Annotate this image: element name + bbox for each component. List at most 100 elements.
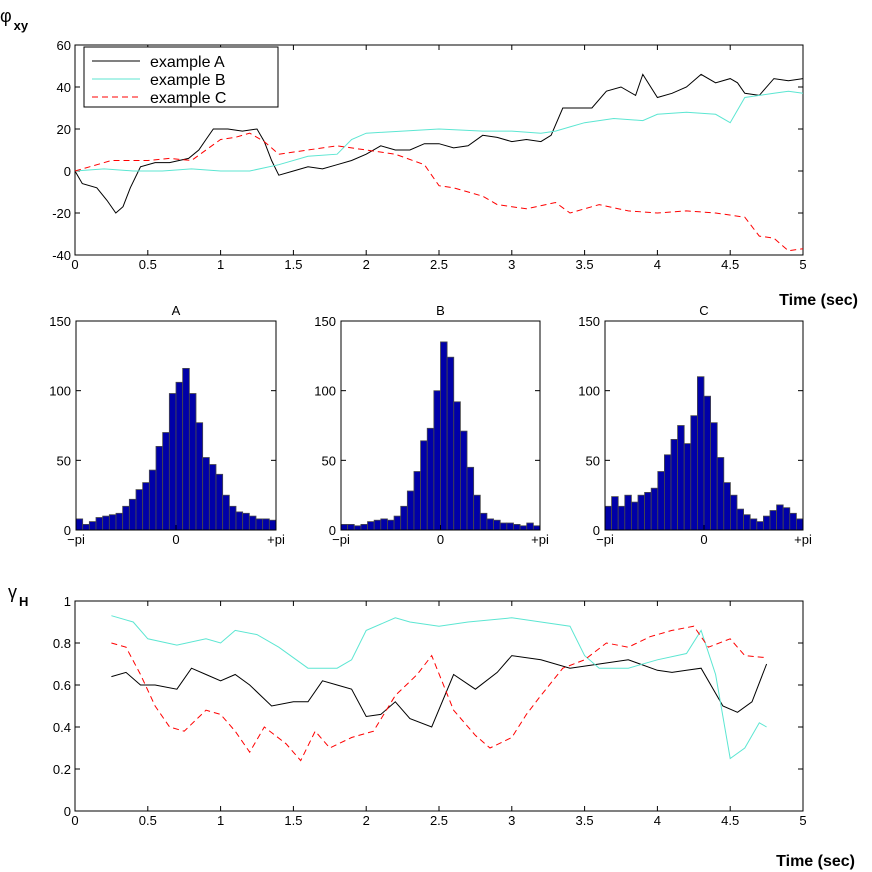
histogram-bar xyxy=(519,525,528,531)
histogram-bar xyxy=(115,512,124,531)
histogram-bar xyxy=(426,427,435,531)
histogram-bar xyxy=(473,494,481,531)
histogram-bar xyxy=(459,430,468,531)
histogram-ytick-label: 0 xyxy=(64,523,71,538)
histogram-bar xyxy=(683,443,692,531)
bottom-xtick-label: 2 xyxy=(363,813,370,828)
histogram-bar xyxy=(697,376,705,531)
histogram-xtick-label: −pi xyxy=(67,532,85,547)
histogram-bar xyxy=(262,518,270,531)
histogram-bar xyxy=(413,471,422,531)
histogram-bar xyxy=(506,522,514,531)
histogram-bar xyxy=(228,505,237,531)
histogram-bar xyxy=(387,519,395,531)
histogram-bar xyxy=(782,507,791,531)
histogram-bar xyxy=(406,490,415,531)
histogram-bar xyxy=(347,524,355,531)
histogram-xtick-label: −pi xyxy=(332,532,350,547)
histogram-bar xyxy=(446,356,455,531)
histogram-bar xyxy=(168,393,177,531)
histogram-bar xyxy=(353,525,362,531)
top-xtick-label: 1.5 xyxy=(284,257,302,272)
bottom-ylabel-subscript: H xyxy=(19,594,28,609)
histogram-bar xyxy=(631,501,639,531)
histogram-bar xyxy=(532,525,541,531)
top-ytick-label: -40 xyxy=(52,248,71,263)
bottom-xtick-label: 4 xyxy=(654,813,661,828)
histogram-bar xyxy=(122,505,130,531)
bottom-xlabel: Time (sec) xyxy=(776,853,855,870)
histogram-bar xyxy=(255,518,264,531)
histogram-bar xyxy=(796,518,804,531)
histogram-bar xyxy=(604,505,612,531)
top-xtick-label: 0 xyxy=(71,257,78,272)
histogram-ytick-label: 150 xyxy=(578,314,600,329)
histogram-ytick-label: 0 xyxy=(593,523,600,538)
top-ytick-label: 40 xyxy=(57,80,71,95)
histogram-bar xyxy=(373,519,382,531)
top-ytick-label: 0 xyxy=(64,164,71,179)
histogram-bar xyxy=(215,473,224,531)
bottom-xtick-label: 3.5 xyxy=(576,813,594,828)
histogram-bar xyxy=(743,514,751,531)
histogram-title: B xyxy=(436,303,445,318)
histogram-xtick-label: 0 xyxy=(172,532,179,547)
histogram-bar xyxy=(108,514,117,531)
histogram-ytick-label: 0 xyxy=(329,523,336,538)
histogram-bar xyxy=(162,432,170,531)
histogram-xtick-label: 0 xyxy=(700,532,707,547)
histogram-bar xyxy=(393,515,402,531)
histogram-bar xyxy=(617,505,626,531)
histogram-bar xyxy=(776,504,784,531)
bottom-ytick-label: 0.4 xyxy=(53,720,71,735)
legend-label-a: example A xyxy=(150,54,225,71)
legend-label-c: example C xyxy=(150,90,226,107)
bottom-xtick-label: 4.5 xyxy=(721,813,739,828)
top-xtick-label: 4 xyxy=(654,257,661,272)
top-xtick-label: 4.5 xyxy=(721,257,739,272)
bottom-xtick-label: 0 xyxy=(71,813,78,828)
bottom-xtick-label: 5 xyxy=(799,813,806,828)
histogram-bar xyxy=(102,515,110,531)
histogram-bar xyxy=(466,466,475,531)
histogram-bar xyxy=(75,518,84,531)
histogram-bar xyxy=(148,469,157,531)
histogram-ytick-label: 150 xyxy=(314,314,336,329)
bottom-series-2 xyxy=(111,625,767,762)
histogram-bar xyxy=(526,522,534,531)
histogram-bar xyxy=(486,518,494,531)
top-ylabel: φ xy xyxy=(0,6,29,33)
histogram-ytick-label: 50 xyxy=(322,453,336,468)
histogram-bar xyxy=(380,518,388,531)
histogram-bar xyxy=(479,512,488,531)
bottom-xtick-label: 1.5 xyxy=(284,813,302,828)
histogram-bar xyxy=(670,438,678,531)
top-xlabel: Time (sec) xyxy=(779,292,858,309)
histogram-bar xyxy=(769,510,777,531)
histogram-xtick-label: +pi xyxy=(267,532,285,547)
histogram-xtick-label: 0 xyxy=(437,532,444,547)
histogram-bar xyxy=(440,341,448,531)
histogram-bar xyxy=(222,494,230,531)
histogram-bar xyxy=(367,521,375,531)
bottom-ylabel-symbol: γ xyxy=(8,582,17,602)
histogram-bar xyxy=(716,457,725,531)
histogram-bar xyxy=(611,496,619,531)
bottom-xtick-label: 0.5 xyxy=(139,813,157,828)
histogram-bar xyxy=(749,518,758,531)
histogram-bar xyxy=(664,454,672,531)
histogram-ytick-label: 100 xyxy=(578,384,600,399)
histogram-bar xyxy=(268,519,277,531)
top-xtick-label: 2.5 xyxy=(430,257,448,272)
top-xtick-label: 3.5 xyxy=(576,257,594,272)
bottom-xtick-label: 3 xyxy=(508,813,515,828)
top-xtick-label: 5 xyxy=(799,257,806,272)
top-series-example-a xyxy=(74,73,804,214)
histogram-bar xyxy=(242,512,250,531)
